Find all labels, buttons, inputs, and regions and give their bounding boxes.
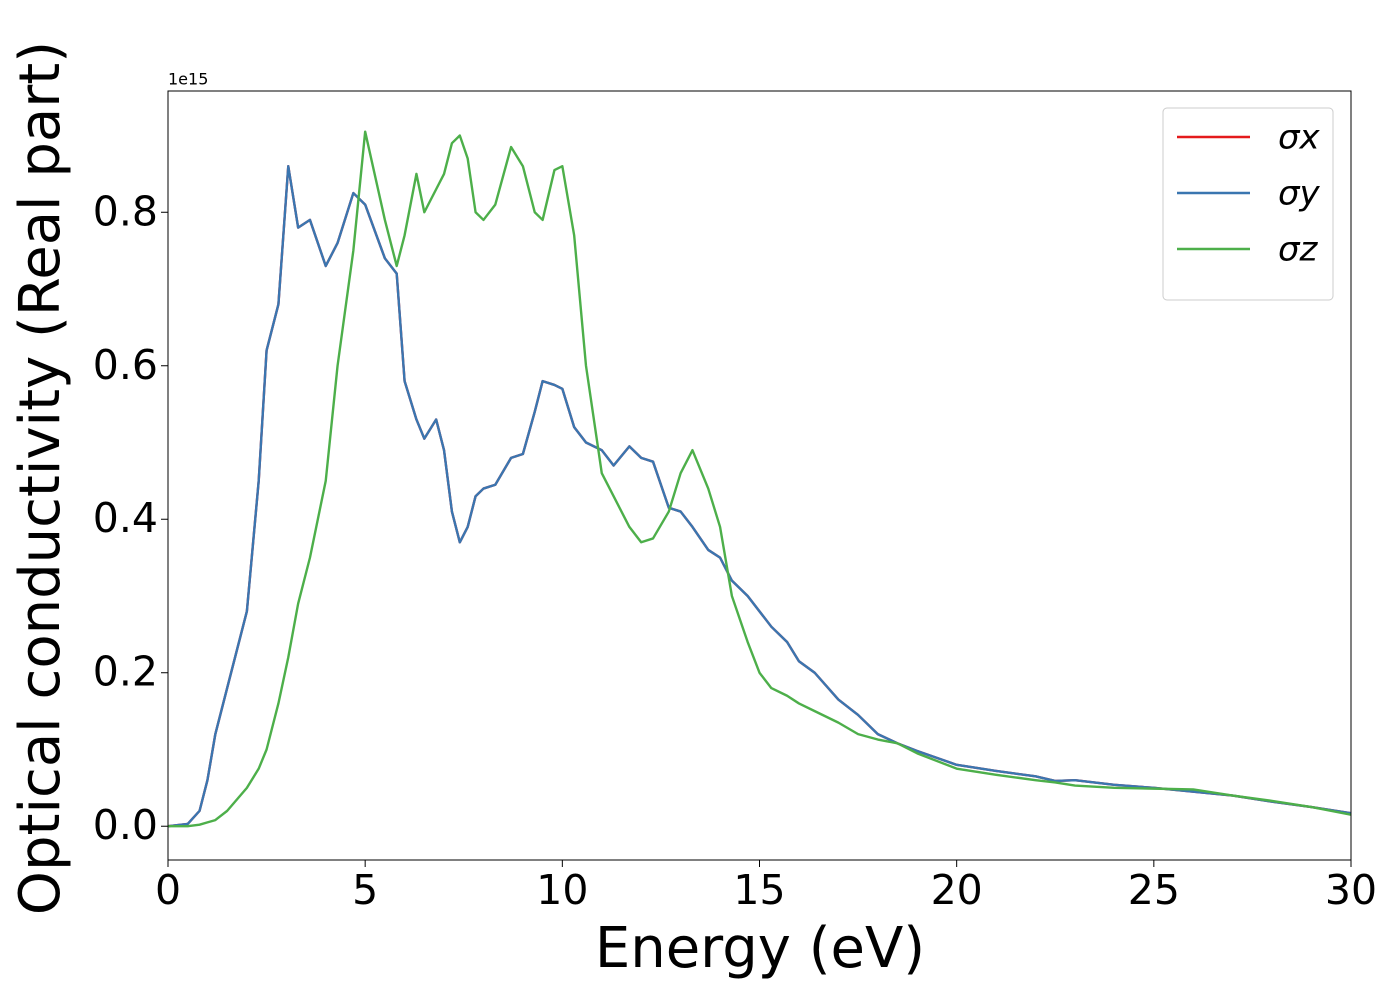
y-tick-label: 0.0 xyxy=(93,801,158,849)
y-tick-label: 0.6 xyxy=(93,341,158,389)
y-axis-title: Optical conductivity (Real part) xyxy=(8,41,73,915)
legend-label: σz xyxy=(1278,230,1319,270)
y-tick-label: 0.4 xyxy=(93,494,158,542)
series-line xyxy=(168,165,1351,828)
x-tick-label: 20 xyxy=(931,866,983,914)
y-tick-label: 0.8 xyxy=(93,187,158,235)
legend-label: σx xyxy=(1278,118,1321,158)
x-tick-label: 5 xyxy=(352,866,378,914)
y-tick-label: 0.2 xyxy=(93,648,158,696)
x-tick-label: 15 xyxy=(733,866,785,914)
x-tick-label: 30 xyxy=(1325,866,1377,914)
plot-frame xyxy=(167,90,1352,861)
x-axis-title: Energy (eV) xyxy=(595,916,925,981)
legend-box xyxy=(1162,107,1334,301)
x-tick-label: 10 xyxy=(536,866,588,914)
x-tick-label: 25 xyxy=(1128,866,1180,914)
offset-label: 1e15 xyxy=(168,70,208,89)
x-tick-label: 0 xyxy=(155,866,181,914)
legend-label: σy xyxy=(1278,174,1321,214)
series-line xyxy=(168,130,1351,828)
